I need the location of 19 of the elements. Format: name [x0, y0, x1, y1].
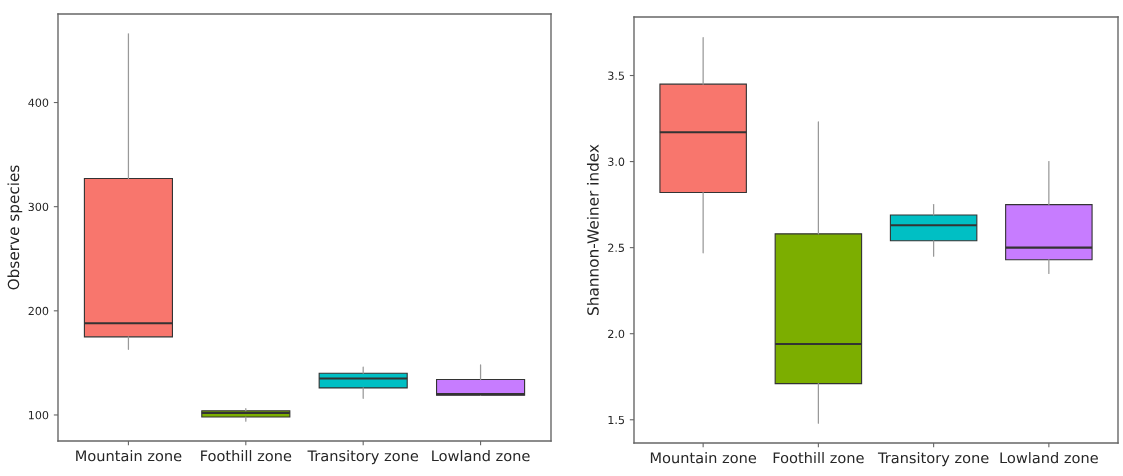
x-tick-label: Foothill zone — [773, 452, 864, 464]
x-tick-label: Mountain zone — [650, 452, 757, 464]
y-tick-label: 100 — [28, 410, 49, 420]
y-tick-label: 1.5 — [608, 415, 624, 425]
x-tick-label: Foothill zone — [201, 450, 292, 462]
y-tick-label: 2.5 — [608, 243, 624, 253]
x-tick-label: Transitory zone — [877, 452, 989, 467]
y-tick-label: 400 — [28, 98, 49, 107]
x-tick-label: Mountain zone — [76, 450, 182, 462]
y-tick-label: 200 — [28, 306, 49, 316]
y-tick-label: 2.0 — [608, 329, 625, 339]
y-tick-label: 300 — [28, 202, 49, 212]
y-axis-title: Observe species — [7, 165, 23, 290]
x-tick-label: Lowland zone — [1000, 452, 1098, 464]
y-tick-label: 3.0 — [608, 157, 625, 166]
x-tick-label: Transitory zone — [307, 450, 419, 465]
y-axis-title: Shannon-Weiner index — [586, 144, 599, 315]
x-tick-label: Lowland zone — [432, 450, 530, 462]
y-tick-label: 3.5 — [608, 71, 624, 80]
